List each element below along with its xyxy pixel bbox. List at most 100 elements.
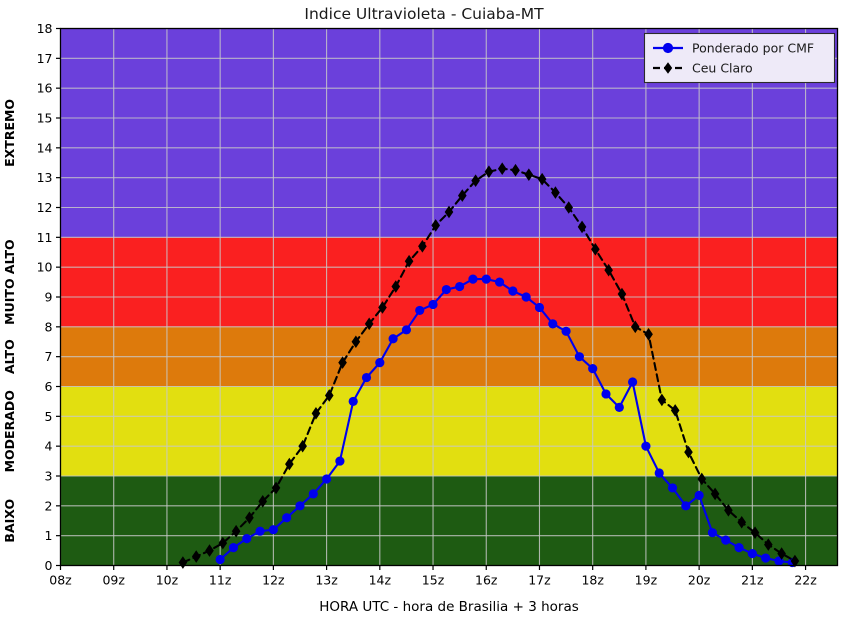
legend-box — [643, 32, 836, 84]
legend-label-1: Ceu Claro — [692, 61, 753, 76]
uv-band-muito-alto — [60, 237, 838, 327]
data-point-marker — [497, 162, 507, 176]
data-point-marker — [684, 445, 693, 459]
data-point-marker — [428, 299, 438, 310]
data-point-marker — [641, 441, 651, 451]
data-point-marker — [258, 495, 268, 508]
data-point-marker — [431, 219, 440, 232]
data-point-marker — [455, 281, 465, 292]
data-point-marker — [418, 239, 427, 253]
x-tick-label: 10z — [156, 573, 179, 588]
x-tick-label: 16z — [475, 573, 498, 588]
series-ponderado-por-cmf — [215, 274, 797, 568]
data-point-marker — [364, 317, 374, 331]
data-point-marker — [790, 554, 800, 568]
data-point-marker — [777, 547, 786, 560]
x-tick-label: 20z — [688, 573, 711, 588]
data-point-marker — [750, 526, 760, 539]
x-tick-label: 18z — [581, 573, 604, 588]
data-point-marker — [218, 536, 228, 550]
y-tick-label: 0 — [45, 558, 53, 573]
x-axis-title: HORA UTC - hora de Brasilia + 3 horas — [319, 599, 579, 615]
y-tick-label: 1 — [45, 528, 53, 543]
x-tick-label: 11z — [209, 573, 232, 588]
x-tick-label: 19z — [635, 573, 658, 588]
data-point-marker — [574, 352, 584, 362]
legend-entry-ceu-claro[interactable]: Ceu Claro — [653, 61, 753, 76]
chart-gridlines — [59, 28, 838, 566]
x-tick-label: 13z — [315, 573, 338, 588]
uv-band-baixo — [60, 476, 838, 566]
data-point-marker — [215, 554, 225, 565]
data-point-marker — [628, 377, 638, 387]
data-point-marker — [404, 254, 414, 268]
data-point-marker — [231, 524, 241, 538]
data-point-marker — [548, 319, 558, 329]
y-tick-label: 11 — [37, 230, 53, 245]
data-point-marker — [724, 504, 733, 517]
data-point-marker — [295, 501, 305, 511]
y-tick-label: 9 — [45, 290, 53, 305]
y-tick-label: 3 — [45, 469, 53, 484]
y-tick-label: 5 — [45, 409, 53, 424]
data-point-marker — [710, 487, 720, 501]
data-point-marker — [481, 274, 491, 284]
data-point-marker — [537, 172, 547, 186]
data-point-marker — [298, 439, 307, 453]
data-point-marker — [617, 287, 627, 301]
data-point-marker — [494, 277, 505, 287]
uv-risk-bands — [60, 28, 838, 566]
x-tick-label: 17z — [528, 573, 551, 588]
chart-series — [178, 162, 800, 569]
data-point-marker — [338, 356, 347, 369]
x-tick-label: 12z — [262, 573, 285, 588]
uv-band-moderado — [60, 386, 838, 476]
data-point-marker — [511, 163, 520, 177]
y-tick-label: 8 — [45, 319, 53, 334]
legend-entry-ponderado-por-cmf[interactable]: Ponderado por CMF — [653, 41, 814, 56]
data-point-marker — [441, 284, 451, 295]
data-point-marker — [324, 389, 334, 402]
data-point-marker — [644, 327, 653, 341]
data-point-marker — [401, 325, 412, 335]
x-tick-label: 21z — [741, 573, 764, 588]
data-point-marker — [630, 320, 640, 334]
chart-legend[interactable]: Ponderado por CMF Ceu Claro — [643, 32, 836, 84]
data-point-marker — [444, 205, 454, 219]
data-point-marker — [561, 326, 571, 336]
data-point-marker — [524, 168, 534, 181]
y-tick-label: 14 — [37, 140, 53, 155]
data-point-marker — [564, 201, 574, 214]
data-point-marker — [271, 481, 281, 495]
y-tick-label: 12 — [37, 200, 53, 215]
data-point-marker — [601, 389, 611, 399]
data-point-marker — [191, 550, 201, 563]
data-point-marker — [321, 474, 332, 484]
data-point-marker — [694, 490, 704, 500]
data-point-marker — [747, 548, 757, 559]
data-point-marker — [707, 528, 718, 538]
data-point-marker — [242, 534, 252, 544]
band-label-alto: ALTO — [2, 339, 17, 374]
data-point-marker — [604, 263, 613, 277]
data-point-marker — [335, 456, 345, 466]
data-point-marker — [764, 538, 773, 551]
data-point-marker — [484, 165, 494, 178]
y-tick-label: 4 — [45, 439, 53, 454]
data-point-marker — [468, 274, 478, 284]
data-point-marker — [534, 302, 545, 313]
data-point-marker — [388, 334, 398, 344]
data-point-marker — [308, 489, 318, 499]
data-point-marker — [551, 186, 560, 199]
band-label-baixo: BAIXO — [2, 499, 17, 543]
y-tick-label: 15 — [37, 111, 53, 126]
band-label-extremo: EXTREMO — [2, 99, 17, 167]
data-point-marker — [361, 372, 372, 383]
data-point-marker — [471, 174, 480, 187]
data-point-marker — [268, 525, 278, 535]
data-point-marker — [508, 286, 518, 296]
x-tick-label: 09z — [102, 573, 125, 588]
data-point-marker — [245, 511, 254, 525]
